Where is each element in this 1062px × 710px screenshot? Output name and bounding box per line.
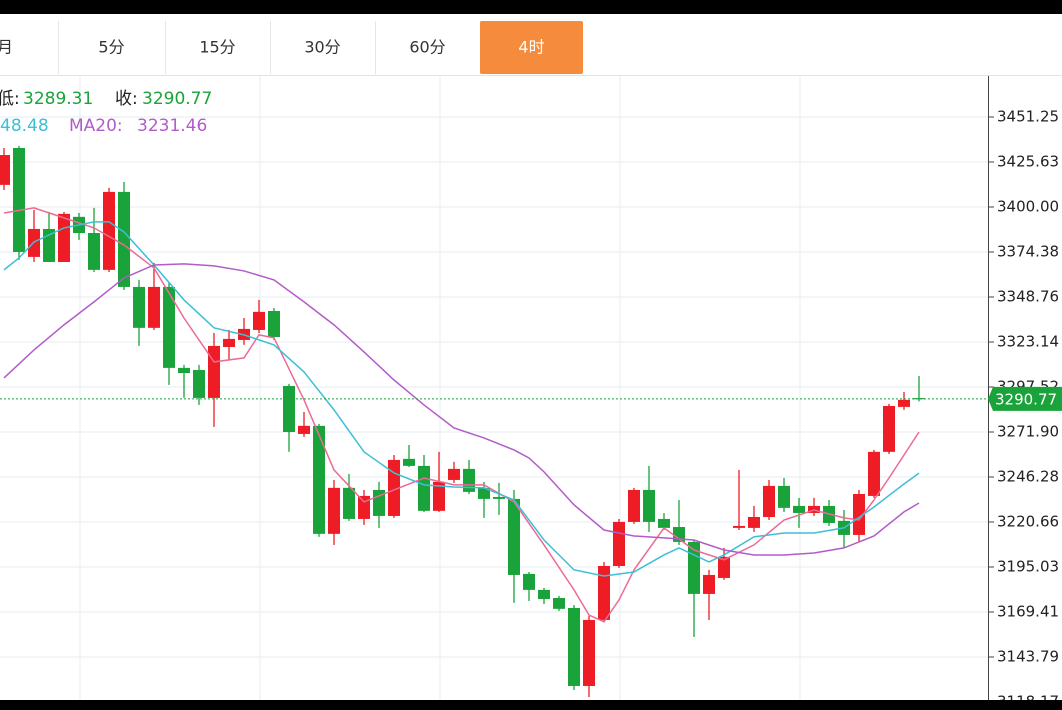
candle-body [613,521,625,567]
candle-body [0,155,10,185]
candle-body [433,481,445,511]
candle-body [583,619,595,686]
candle-body [43,228,55,262]
tab-active-bg [480,21,583,74]
candle-body [868,451,880,496]
legend-value: 3290.77 [142,89,212,109]
bottom-bar [0,700,1062,710]
y-tick-label: 3220.66 [997,512,1059,530]
candle-body [658,518,670,528]
candle-body [313,425,325,534]
candle-body [463,468,475,492]
candle-body [478,487,490,499]
candle-body [268,310,280,337]
y-tick-label: 3195.03 [997,558,1059,576]
ma-legend-label: MA20: [69,116,123,136]
candle-body [763,485,775,518]
ma-legend-value: 48.48 [0,116,49,136]
candle-body [358,495,370,519]
candle-body [163,286,175,368]
candle-body [103,191,115,270]
y-tick-label: 3143.79 [997,648,1059,666]
candle-body [913,398,925,400]
tab-label: 月 [0,38,13,57]
candle-body [853,493,865,535]
candle-body [328,487,340,534]
candle-body [178,367,190,373]
candle-body [343,487,355,519]
y-tick-label: 3169.41 [997,603,1059,621]
tab-label: 30分 [304,38,340,57]
y-tick-label: 3323.14 [997,333,1059,351]
candle-body [883,406,895,452]
candle-body [568,607,580,686]
candle-body [403,458,415,466]
top-bar [0,0,1062,14]
tab-label: 5分 [98,38,124,57]
candle-body [733,525,745,528]
candle-body [448,468,460,480]
candle-body [793,505,805,513]
y-tick-label: 3348.76 [997,288,1059,306]
legend-label: 收: [115,89,138,109]
tabs: 月 5分 15分 30分 60分 4时 [0,21,583,74]
candle-body [688,541,700,594]
tab[interactable]: 5分 [98,21,166,74]
candle-body [283,385,295,432]
y-tick-label: 3451.25 [997,107,1059,125]
last-price-label: 3290.77 [995,390,1057,408]
candle-body [538,589,550,600]
candle-body [598,566,610,620]
candle-body [13,147,25,252]
candle-body [193,369,205,398]
candle-body [118,191,130,287]
candle-body [898,399,910,407]
last-price-box [988,386,1062,411]
candle-body [643,489,655,522]
candle-body [628,489,640,522]
candle-body [748,517,760,528]
candle-body [58,213,70,262]
legend: 低: 3289.31 收: 3290.77 48.48 MA20: 3231.46 [0,89,212,136]
ma-line [3,263,920,556]
y-tick-label: 3271.90 [997,422,1059,440]
legend-label: 低: [0,89,20,109]
candle-body [508,498,520,575]
y-tick-label: 3246.28 [997,467,1059,485]
candle-body [493,496,505,499]
tab-label: 60分 [409,38,445,57]
last-price: 3290.77 [988,386,1062,411]
candle-body [253,311,265,330]
y-tick-label: 3400.00 [997,198,1059,216]
tab[interactable]: 4时 [480,21,583,74]
candle-body [778,485,790,508]
ma-line [3,221,920,577]
tab[interactable]: 15分 [199,21,271,74]
candle-body [133,286,145,328]
tab-label: 15分 [199,38,235,57]
candle-body [298,425,310,434]
candle-body [148,286,160,328]
candle-body [523,573,535,590]
grid [0,76,988,703]
tab[interactable]: 30分 [304,21,376,74]
candle-body [718,556,730,578]
tab-label: 4时 [518,38,544,57]
y-tick-label: 3374.38 [997,243,1059,261]
candle-body [553,597,565,609]
candle-body [208,345,220,398]
y-tick-label: 3425.63 [997,152,1059,170]
candle-body [703,574,715,594]
candle-body [88,233,100,270]
legend-value: 3289.31 [23,89,93,109]
candle-body [418,465,430,511]
plot [0,145,988,698]
tab[interactable]: 月 [0,21,59,74]
candle-body [223,338,235,347]
ma-legend-value: 3231.46 [137,116,207,136]
ma-line [3,207,920,623]
